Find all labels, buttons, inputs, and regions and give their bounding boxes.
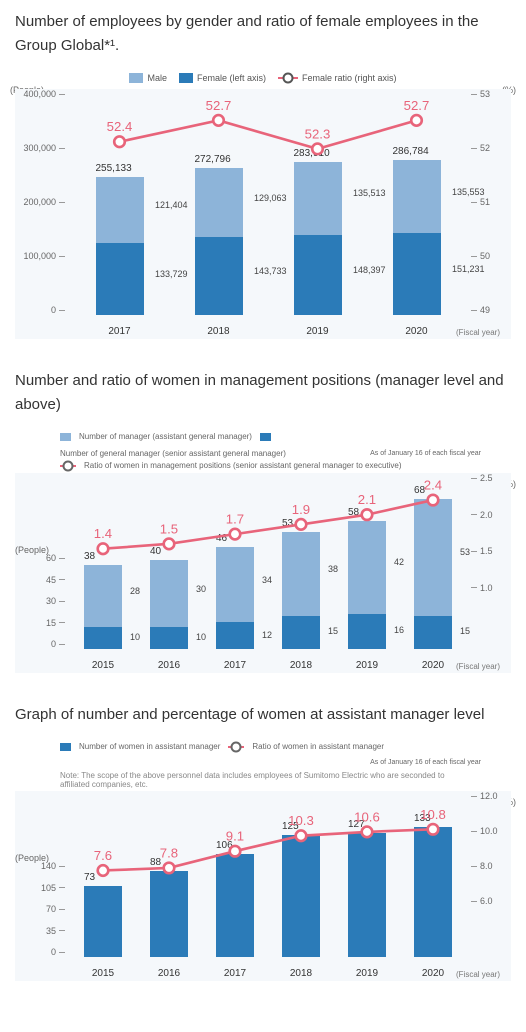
chart2-legend: Number of manager (assistant general man… (0, 432, 526, 461)
svg-text:10.6: 10.6 (354, 809, 380, 824)
svg-text:52.7: 52.7 (404, 98, 430, 113)
chart2-section: Number and ratio of women in management … (0, 369, 526, 673)
chart1-section: Number of employees by gender and ratio … (0, 10, 526, 339)
svg-text:1.4: 1.4 (94, 526, 112, 541)
chart3-section: Graph of number and percentage of women … (0, 703, 526, 981)
svg-text:52.3: 52.3 (305, 126, 331, 141)
chart1-title: Number of employees by gender and ratio … (0, 10, 526, 58)
legend-male-swatch (129, 73, 143, 83)
svg-text:52.4: 52.4 (107, 119, 133, 134)
legend-female-swatch (179, 73, 193, 83)
svg-text:2.4: 2.4 (424, 477, 442, 492)
svg-text:10.8: 10.8 (420, 807, 446, 822)
svg-text:7.8: 7.8 (160, 845, 178, 860)
chart3-legend: Number of women in assistant manager Rat… (0, 742, 526, 769)
svg-text:1.5: 1.5 (160, 521, 178, 536)
svg-text:52.7: 52.7 (206, 98, 232, 113)
svg-text:1.9: 1.9 (292, 502, 310, 517)
chart3-note: Note: The scope of the above personnel d… (0, 769, 526, 791)
chart3-plot: (People) 14010570350 12.010.08.06.0 7388… (15, 791, 511, 981)
svg-text:1.7: 1.7 (226, 512, 244, 527)
svg-text:7.6: 7.6 (94, 848, 112, 863)
svg-text:2.1: 2.1 (358, 492, 376, 507)
chart2-plot: (People) 604530150 2.52.01.51.0 38281040… (15, 473, 511, 673)
chart3-title: Graph of number and percentage of women … (0, 703, 526, 727)
svg-text:9.1: 9.1 (226, 829, 244, 844)
svg-text:10.3: 10.3 (288, 813, 314, 828)
chart1-legend: Male Female (left axis) Female ratio (ri… (0, 73, 526, 83)
legend-ratio-swatch (278, 77, 298, 79)
chart1-plot: 400,000300,000200,000100,0000 5352515049… (15, 89, 511, 339)
